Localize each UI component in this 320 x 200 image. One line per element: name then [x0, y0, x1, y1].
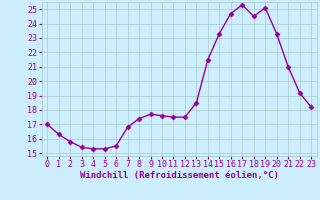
X-axis label: Windchill (Refroidissement éolien,°C): Windchill (Refroidissement éolien,°C) — [80, 171, 279, 180]
